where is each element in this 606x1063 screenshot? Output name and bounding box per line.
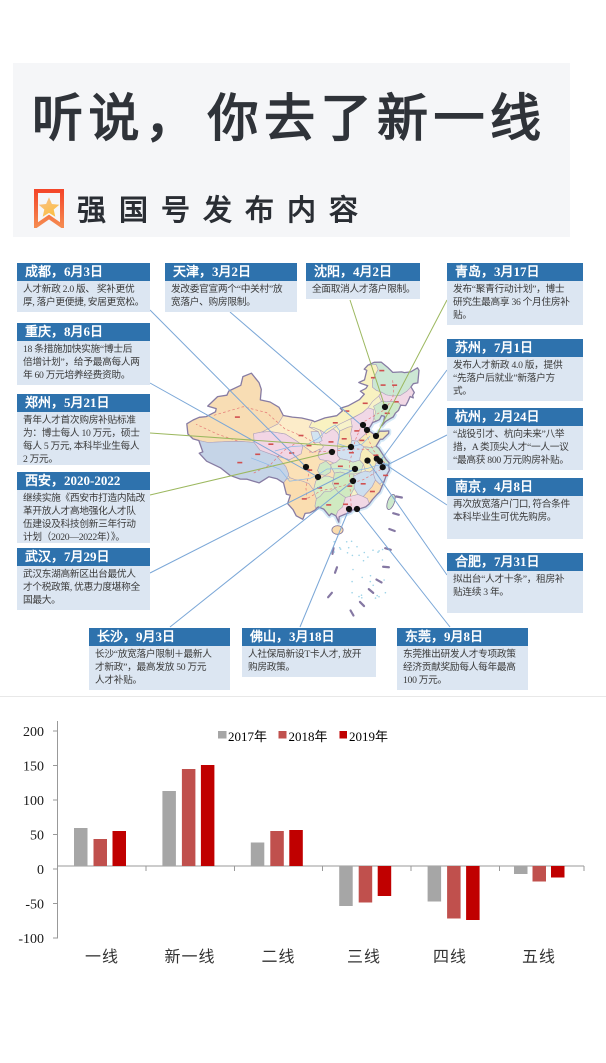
svg-text:-50: -50: [25, 898, 44, 913]
svg-text:五线: 五线: [522, 948, 556, 966]
svg-text:一线: 一线: [85, 948, 119, 966]
svg-text:四线: 四线: [433, 948, 467, 966]
svg-text:2018年: 2018年: [289, 729, 328, 744]
svg-text:2019年: 2019年: [349, 729, 388, 744]
svg-text:100: 100: [23, 794, 44, 809]
svg-text:150: 150: [23, 760, 44, 775]
svg-text:三线: 三线: [347, 948, 381, 966]
svg-text:200: 200: [23, 725, 44, 740]
svg-text:-100: -100: [18, 932, 44, 947]
svg-text:50: 50: [30, 829, 44, 844]
svg-text:0: 0: [37, 863, 44, 878]
svg-text:新一线: 新一线: [164, 948, 215, 966]
svg-text:2017年: 2017年: [228, 729, 267, 744]
svg-text:二线: 二线: [261, 948, 295, 966]
